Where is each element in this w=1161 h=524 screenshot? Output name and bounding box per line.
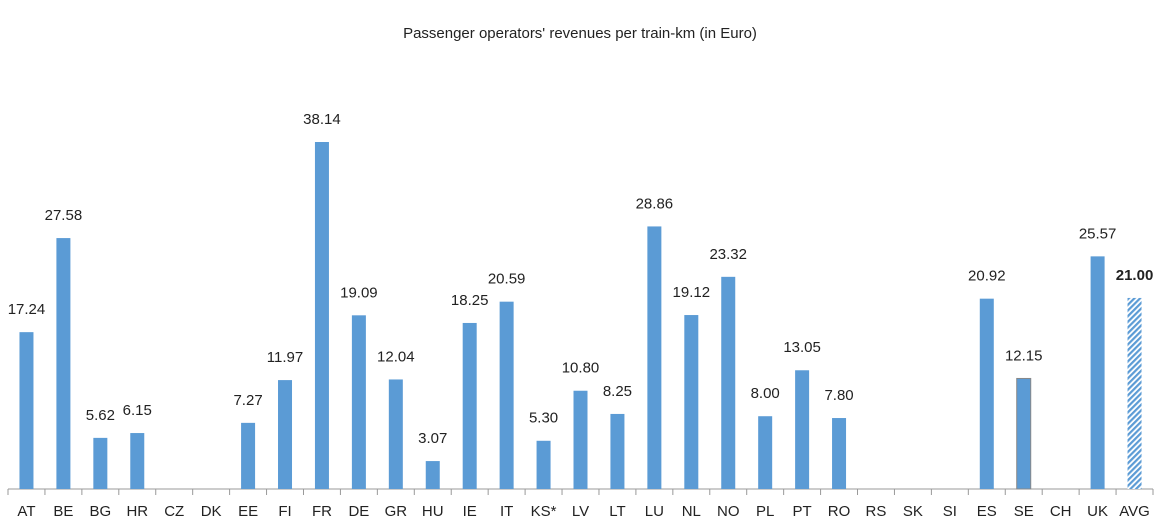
value-label: 8.00	[751, 385, 780, 402]
value-label: 25.57	[1079, 225, 1117, 242]
bar	[241, 422, 256, 489]
bar	[647, 226, 662, 489]
x-tick-label: RS	[866, 503, 887, 520]
value-label: 12.15	[1005, 347, 1043, 364]
value-label: 8.25	[603, 383, 632, 400]
x-tick-label: SK	[903, 503, 923, 520]
x-tick-label: FR	[312, 503, 332, 520]
value-label: 19.09	[340, 284, 378, 301]
x-tick-label: AT	[17, 503, 35, 520]
bar	[499, 301, 514, 489]
x-tick-label: KS*	[531, 503, 557, 520]
x-tick-label: RO	[828, 503, 851, 520]
x-tick-label: NO	[717, 503, 740, 520]
x-tick-label: BE	[53, 503, 73, 520]
value-label: 7.80	[824, 387, 853, 404]
bar	[93, 437, 108, 489]
x-tick-label: SI	[943, 503, 957, 520]
x-tick-label: NL	[682, 503, 701, 520]
value-label: 19.12	[673, 284, 711, 301]
x-tick-label: BG	[89, 503, 111, 520]
bar	[832, 418, 847, 489]
bar	[19, 332, 34, 489]
value-label: 11.97	[267, 349, 303, 366]
x-tick-label: EE	[238, 503, 258, 520]
bar	[278, 380, 293, 489]
x-tick-label: DE	[348, 503, 369, 520]
x-tick-label: UK	[1087, 503, 1108, 520]
value-label: 17.24	[8, 301, 46, 318]
bar	[684, 315, 699, 489]
x-tick-label: AVG	[1119, 503, 1150, 520]
bar	[979, 298, 994, 489]
x-tick-label: PT	[793, 503, 812, 520]
value-label: 5.30	[529, 410, 558, 427]
bar	[425, 461, 440, 489]
bar	[314, 142, 329, 489]
bar	[758, 416, 773, 489]
x-tick-label: LU	[645, 503, 664, 520]
x-tick-label: PL	[756, 503, 774, 520]
value-label: 10.80	[562, 360, 600, 377]
bar	[610, 413, 625, 489]
value-label: 38.14	[303, 111, 341, 128]
bar	[1016, 377, 1032, 490]
value-label: 13.05	[783, 339, 821, 356]
x-tick-label: HR	[126, 503, 148, 520]
value-label: 20.92	[968, 268, 1006, 285]
bar	[351, 315, 366, 489]
bar	[721, 276, 736, 489]
value-label: 7.27	[233, 392, 262, 409]
bar	[573, 390, 588, 489]
x-tick-label: ES	[977, 503, 997, 520]
x-tick-label: IE	[463, 503, 477, 520]
value-label: 3.07	[418, 430, 447, 447]
bar	[388, 379, 403, 489]
value-label: 28.86	[636, 195, 674, 212]
chart-title: Passenger operators' revenues per train-…	[403, 25, 757, 42]
value-label: 18.25	[451, 292, 489, 309]
bar	[1127, 297, 1142, 489]
bar	[130, 433, 145, 489]
value-label: 23.32	[709, 246, 747, 263]
x-tick-label: IT	[500, 503, 513, 520]
bar	[1090, 256, 1105, 489]
value-label: 6.15	[123, 402, 152, 419]
value-label: 20.59	[488, 271, 526, 288]
bar	[795, 370, 810, 489]
value-label: 21.00	[1116, 267, 1154, 284]
bar	[536, 440, 551, 489]
value-label: 12.04	[377, 348, 415, 365]
x-tick-label: LV	[572, 503, 589, 520]
x-tick-label: GR	[385, 503, 408, 520]
bar	[462, 322, 477, 489]
x-tick-label: HU	[422, 503, 444, 520]
x-tick-label: CH	[1050, 503, 1072, 520]
value-label: 5.62	[86, 407, 115, 424]
x-tick-label: CZ	[164, 503, 184, 520]
value-label: 27.58	[45, 207, 83, 224]
x-tick-label: DK	[201, 503, 222, 520]
x-tick-label: LT	[609, 503, 625, 520]
bar	[56, 238, 71, 489]
x-tick-label: SE	[1014, 503, 1034, 520]
x-tick-label: FI	[278, 503, 291, 520]
